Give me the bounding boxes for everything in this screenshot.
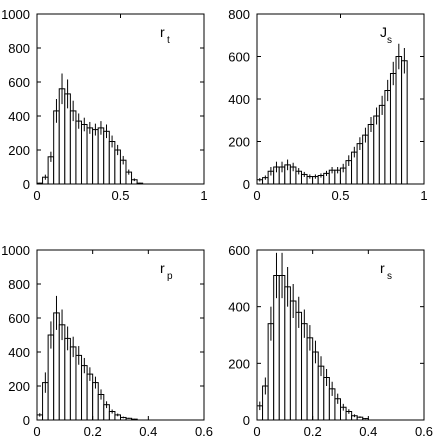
x-tick-label: 0.2 [304, 424, 322, 438]
y-tick-label: 0 [23, 413, 30, 428]
y-tick-label: 600 [228, 50, 250, 65]
histogram-bar [384, 90, 391, 185]
x-tick-label: 0 [33, 424, 40, 438]
x-tick-label: 1 [420, 188, 427, 203]
panel-label-subscript: t [167, 35, 170, 46]
histogram-bar [75, 120, 82, 185]
histogram-bar [289, 300, 297, 421]
histogram-bar [103, 130, 110, 185]
histogram-bar [401, 60, 408, 185]
x-tick-label: 0 [33, 188, 40, 203]
histogram-bar [373, 115, 380, 185]
histogram-bar [395, 56, 403, 185]
x-tick-label: 0.4 [139, 424, 157, 438]
y-tick-label: 200 [228, 135, 250, 150]
chart-panel-1: 0 0.5 1 0 200 400 600 800 1000 rt [1, 7, 208, 203]
plot-frame [256, 249, 425, 421]
histogram-bar [80, 124, 88, 185]
histogram-bar [108, 141, 116, 185]
y-tick-label: 200 [228, 356, 250, 371]
y-tick-label: 800 [228, 7, 250, 22]
histogram-bar [295, 311, 303, 421]
x-tick-label: 0.5 [331, 188, 349, 203]
histogram-bar [86, 373, 94, 421]
histogram-bar [389, 73, 397, 185]
histogram-bar [69, 346, 77, 421]
chart-panel-2: 0 0.5 1 0 200 400 600 800 Js [228, 7, 427, 203]
panel-label-subscript: s [387, 35, 392, 46]
histogram-bar [378, 104, 386, 185]
y-tick-label: 800 [8, 41, 30, 56]
y-tick-label: 800 [8, 277, 30, 292]
y-tick-label: 400 [8, 345, 30, 360]
y-tick-label: 600 [8, 75, 30, 90]
x-tick-label: 0 [253, 424, 260, 438]
histogram-bar [367, 124, 375, 185]
histogram-bar [64, 337, 71, 421]
x-tick-label: 0.5 [111, 188, 129, 203]
y-tick-label: 0 [243, 413, 250, 428]
panel-label: r [380, 260, 385, 276]
y-tick-label: 0 [23, 177, 30, 192]
histogram-bar [81, 365, 88, 421]
x-tick-label: 1 [200, 188, 207, 203]
histogram-bar [97, 127, 105, 185]
y-tick-label: 1000 [1, 7, 30, 22]
histogram-bar [75, 354, 83, 421]
x-tick-label: 0 [253, 188, 260, 203]
y-tick-label: 200 [8, 379, 30, 394]
y-tick-label: 0 [243, 177, 250, 192]
panel-label-subscript: s [387, 271, 392, 282]
panel-label: J [380, 24, 387, 40]
x-tick-label: 0.2 [84, 424, 102, 438]
y-tick-label: 400 [228, 92, 250, 107]
y-tick-label: 600 [8, 311, 30, 326]
y-tick-label: 400 [228, 300, 250, 315]
panel-label: r [160, 260, 165, 276]
x-tick-label: 0.6 [195, 424, 213, 438]
x-tick-label: 0.4 [359, 424, 377, 438]
y-tick-label: 600 [228, 243, 250, 258]
histogram-bar [69, 110, 77, 185]
y-tick-label: 400 [8, 109, 30, 124]
panel-label: r [160, 24, 165, 40]
chart-panel-4: 0 0.2 0.4 0.6 0 200 400 600 rs [228, 243, 433, 438]
y-tick-label: 200 [8, 143, 30, 158]
histogram-bar [301, 323, 308, 421]
y-tick-label: 1000 [1, 243, 30, 258]
histogram-bar [86, 127, 94, 185]
x-tick-label: 0.6 [415, 424, 433, 438]
histogram-bar [284, 286, 291, 421]
histogram-bar [92, 129, 99, 185]
chart-panel-3: 0 0.2 0.4 0.6 0 200 400 600 800 1000 rp [1, 243, 213, 438]
panel-label-subscript: p [167, 271, 173, 282]
plot-frame [36, 249, 205, 421]
